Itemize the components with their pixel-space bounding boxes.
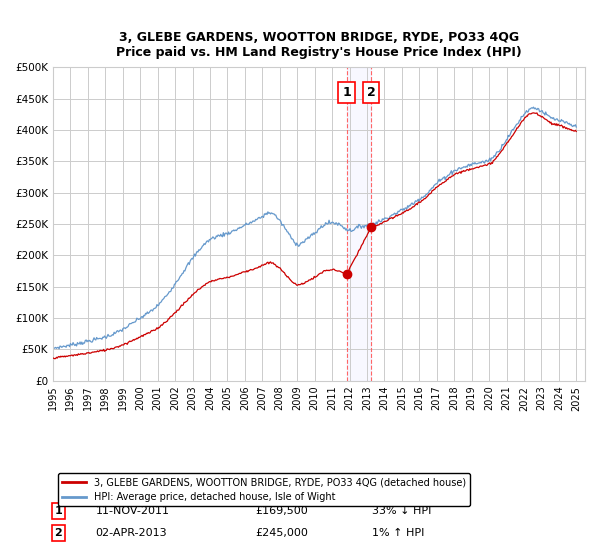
Title: 3, GLEBE GARDENS, WOOTTON BRIDGE, RYDE, PO33 4QG
Price paid vs. HM Land Registry: 3, GLEBE GARDENS, WOOTTON BRIDGE, RYDE, … — [116, 31, 522, 59]
Text: £169,500: £169,500 — [255, 506, 308, 516]
Text: 1: 1 — [342, 86, 351, 99]
Text: 33% ↓ HPI: 33% ↓ HPI — [372, 506, 431, 516]
Text: 2: 2 — [367, 86, 376, 99]
Text: 02-APR-2013: 02-APR-2013 — [95, 528, 167, 538]
Text: 1% ↑ HPI: 1% ↑ HPI — [372, 528, 425, 538]
Text: 11-NOV-2011: 11-NOV-2011 — [95, 506, 170, 516]
Text: £245,000: £245,000 — [255, 528, 308, 538]
Text: 2: 2 — [55, 528, 62, 538]
Bar — [347, 67, 371, 381]
Legend: 3, GLEBE GARDENS, WOOTTON BRIDGE, RYDE, PO33 4QG (detached house), HPI: Average : 3, GLEBE GARDENS, WOOTTON BRIDGE, RYDE, … — [58, 473, 470, 506]
Text: 1: 1 — [55, 506, 62, 516]
